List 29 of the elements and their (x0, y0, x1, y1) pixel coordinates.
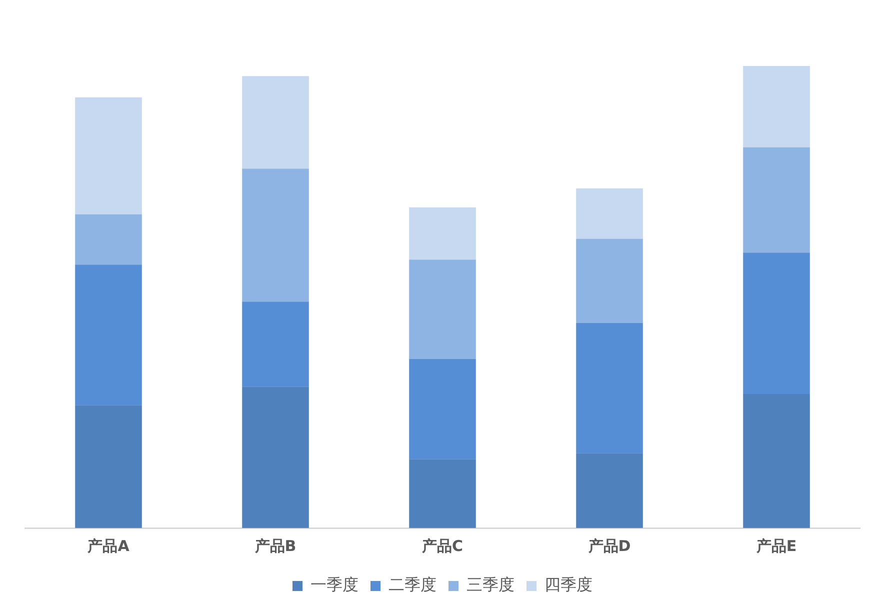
bar (576, 453, 643, 528)
legend-label: 四季度 (544, 575, 592, 594)
bar (743, 66, 810, 148)
legend-label: 一季度 (310, 575, 358, 594)
bar (409, 459, 476, 528)
bar (743, 252, 810, 394)
bar (75, 214, 142, 265)
legend-label: 三季度 (466, 575, 514, 594)
bar (75, 264, 142, 406)
x-tick-label: 产品E (755, 536, 797, 555)
bar (409, 207, 476, 260)
bar (242, 302, 309, 387)
x-tick-label: 产品B (254, 536, 296, 555)
x-tick-label: 产品A (86, 536, 130, 555)
bar (242, 76, 309, 169)
bar (75, 97, 142, 214)
bar (409, 260, 476, 359)
bar (409, 358, 476, 460)
bar (75, 405, 142, 528)
legend-label: 二季度 (388, 575, 436, 594)
bar (743, 394, 810, 528)
bar (242, 168, 309, 302)
x-tick-label: 产品D (587, 536, 631, 555)
x-tick-label: 产品C (420, 536, 464, 555)
bar (576, 322, 643, 454)
bar (576, 188, 643, 239)
bar (242, 386, 309, 528)
bar (576, 238, 643, 323)
bar (743, 147, 810, 253)
